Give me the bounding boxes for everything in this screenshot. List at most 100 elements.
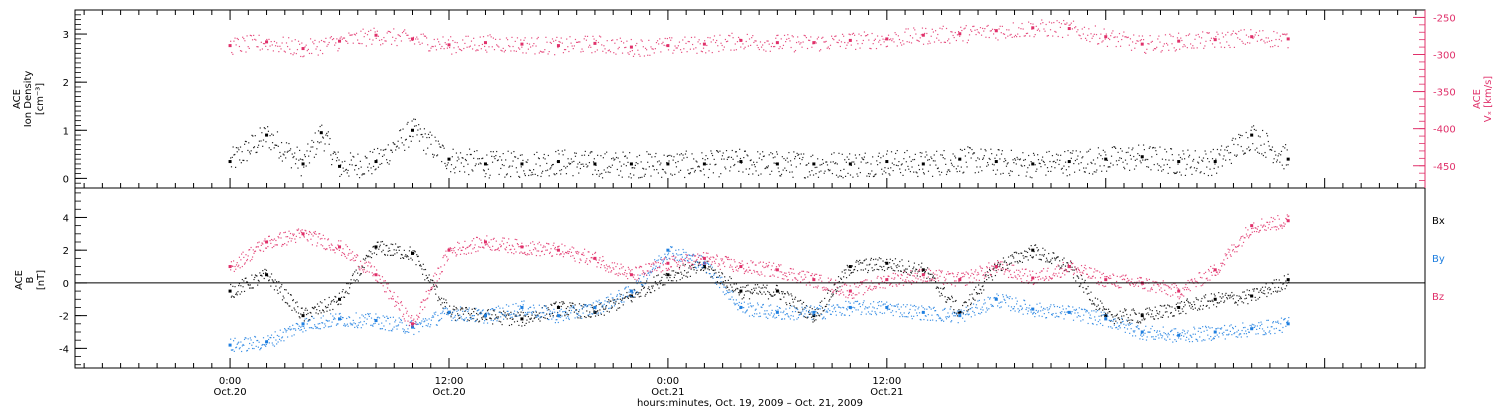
bx-sample-dot	[775, 284, 778, 287]
by-sample-dot	[306, 323, 308, 325]
bx-sample-dot	[457, 314, 459, 317]
vx-sample-dot	[1175, 49, 1177, 51]
ion-density-sample-dot	[1053, 160, 1055, 162]
vx-sample-dot	[805, 36, 808, 39]
ion-density-sample-dot	[251, 134, 253, 136]
ion-density-sample-dot	[298, 159, 300, 161]
ion-density-sample-dot	[1028, 154, 1030, 157]
by-sample-dot	[740, 305, 742, 308]
vx-sample-dot	[1242, 42, 1244, 44]
ion-density-sample-dot	[361, 174, 363, 176]
vx-sample-dot	[1080, 37, 1082, 40]
bx-sample-dot	[938, 291, 940, 293]
bx-sample-dot	[465, 307, 467, 309]
bx-sample-dot	[301, 307, 303, 309]
ion-density-sample-dot	[1137, 153, 1139, 155]
bx-sample-dot	[1263, 290, 1265, 292]
bx-sample-dot	[1003, 261, 1005, 263]
bx-sample-dot	[1092, 303, 1094, 305]
by-sample-dot	[931, 314, 933, 316]
ion-density-sample-dot	[381, 155, 384, 158]
by-sample-dot	[465, 309, 467, 312]
by-sample-dot	[813, 306, 816, 308]
bx-sample-dot	[811, 308, 813, 310]
bx-sample-dot	[845, 269, 847, 271]
bx-sample-dot	[1252, 288, 1254, 290]
by-sample-dot	[707, 262, 709, 264]
ion-density-sample-dot	[372, 165, 375, 168]
ion-density-sample-dot	[854, 154, 857, 156]
vx-sample-dot	[919, 37, 921, 39]
vx-sample-dot	[1095, 33, 1098, 36]
bx-sample-dot	[734, 290, 736, 292]
bx-sample-dot	[885, 261, 887, 264]
vx-sample-dot	[264, 43, 266, 45]
vx-sample-dot	[1153, 48, 1156, 50]
bx-sample-dot	[1095, 308, 1097, 311]
bx-sample-dot	[1231, 295, 1234, 297]
ion-density-sample-dot	[721, 155, 724, 157]
ion-density-sample-dot	[1166, 163, 1168, 166]
ion-density-sample-dot	[1206, 158, 1209, 160]
bx-sample-dot	[680, 271, 682, 273]
by-sample-dot	[468, 307, 470, 309]
bx-sample-dot	[886, 258, 888, 261]
ion-density-sample-dot	[1281, 164, 1283, 166]
bx-sample-dot	[695, 272, 697, 274]
ion-density-sample-dot	[289, 149, 291, 152]
by-sample-dot	[635, 292, 637, 294]
ion-density-sample-dot	[1124, 159, 1127, 161]
vx-sample-dot	[377, 35, 380, 37]
vx-sample-dot	[577, 41, 579, 43]
vx-sample-dot	[902, 40, 904, 42]
ion-density-sample-dot	[1083, 171, 1086, 173]
vx-sample-dot	[927, 43, 929, 45]
bx-sample-dot	[1196, 309, 1199, 311]
bx-sample-dot	[775, 288, 777, 290]
bx-sample-dot	[969, 294, 971, 296]
by-sample-dot	[1064, 311, 1066, 313]
ion-density-sample-dot	[408, 146, 410, 148]
ion-density-sample-dot	[377, 147, 379, 150]
bx-data-point	[1140, 314, 1144, 318]
bx-sample-dot	[408, 258, 410, 260]
by-sample-dot	[756, 313, 758, 315]
vx-sample-dot	[501, 50, 503, 52]
vx-sample-dot	[1200, 37, 1203, 39]
bx-sample-dot	[716, 276, 718, 278]
bx-sample-dot	[854, 266, 856, 268]
ion-density-sample-dot	[1167, 172, 1169, 174]
by-sample-dot	[803, 308, 805, 310]
vx-sample-dot	[897, 35, 899, 37]
by-sample-dot	[1041, 315, 1043, 318]
ion-density-sample-dot	[478, 158, 481, 160]
ion-density-sample-dot	[1074, 171, 1076, 173]
by-sample-dot	[607, 296, 609, 298]
bx-sample-dot	[1189, 302, 1191, 304]
ion-density-sample-dot	[899, 168, 901, 170]
bx-sample-dot	[339, 299, 341, 301]
vx-sample-dot	[602, 50, 604, 52]
vx-sample-dot	[1110, 35, 1112, 37]
ion-density-sample-dot	[561, 150, 563, 152]
by-sample-dot	[1072, 306, 1074, 308]
by-sample-dot	[447, 314, 449, 316]
vx-sample-dot	[1075, 26, 1077, 28]
by-sample-dot	[784, 314, 786, 316]
vx-sample-dot	[660, 51, 662, 53]
ion-density-sample-dot	[1055, 153, 1058, 155]
vx-sample-dot	[336, 38, 338, 40]
by-sample-dot	[331, 321, 333, 323]
by-sample-dot	[440, 317, 443, 320]
vx-sample-dot	[1198, 36, 1200, 38]
by-sample-dot	[856, 300, 858, 303]
ion-density-sample-dot	[241, 151, 243, 153]
by-sample-dot	[430, 319, 432, 321]
bx-sample-dot	[294, 309, 296, 311]
bx-sample-dot	[262, 272, 265, 275]
ion-density-sample-dot	[547, 154, 549, 157]
ion-density-sample-dot	[242, 159, 244, 161]
by-sample-dot	[268, 342, 270, 344]
ion-density-sample-dot	[801, 159, 803, 161]
bx-sample-dot	[320, 312, 322, 314]
